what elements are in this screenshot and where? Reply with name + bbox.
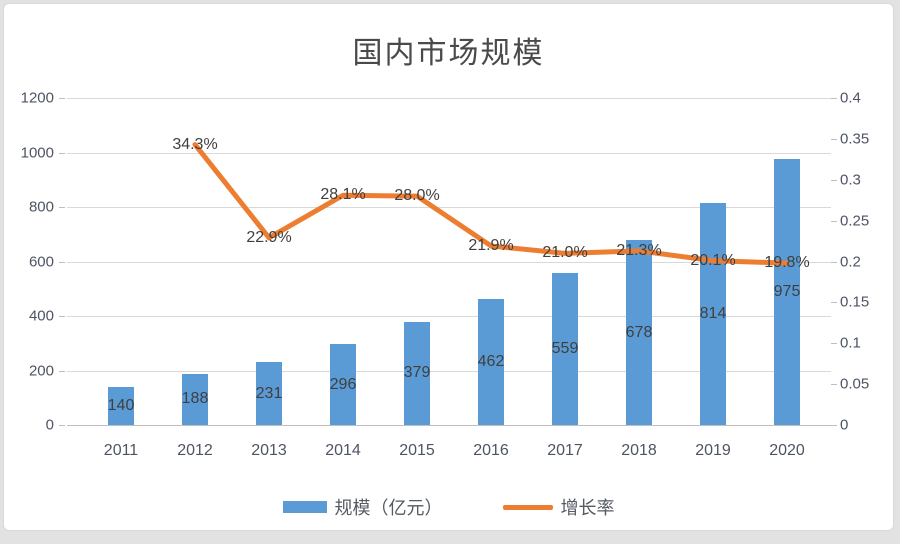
bar-value-label: 975 — [773, 283, 801, 301]
right-axis-tick — [831, 343, 837, 345]
left-axis-tick — [59, 370, 65, 372]
chart-legend: 规模（亿元） 增长率 — [4, 494, 893, 520]
line-value-label: 28.1% — [320, 186, 366, 204]
right-axis-tick-label: 0.15 — [840, 293, 870, 311]
x-axis-category-label: 2016 — [473, 442, 509, 459]
gridline — [67, 98, 831, 99]
right-axis-tick — [831, 179, 837, 181]
line-value-label: 20.1% — [690, 251, 736, 269]
plot-area: 1200 1000 800 600 400 200 0 0.4 0.35 0.3 0.25 0.2 0.… — [4, 4, 893, 530]
bar-value-label: 379 — [403, 364, 431, 382]
chart-card: 国内市场规模 1200 1000 800 600 400 200 0 0.4 0.35 0.3 0.… — [3, 3, 894, 531]
bar-value-label: 296 — [329, 375, 357, 393]
line-value-label: 22.9% — [246, 228, 292, 246]
right-axis-tick-label: 0.4 — [840, 89, 861, 107]
right-axis-tick-label: 0.2 — [840, 253, 861, 270]
chart-title: 国内市场规模 — [352, 37, 545, 70]
gridline — [67, 370, 831, 372]
line-value-label: 19.8% — [764, 254, 810, 272]
bar-value-label: 462 — [477, 353, 505, 371]
left-axis-tick — [59, 425, 65, 426]
x-axis-category-label: 2012 — [177, 442, 213, 459]
line-value-label: 21.3% — [616, 241, 662, 259]
left-axis-tick — [59, 316, 65, 317]
left-axis-tick-label: 200 — [28, 362, 54, 379]
bar — [552, 272, 578, 425]
left-axis-tick-label: 400 — [28, 307, 54, 325]
right-axis-tick — [831, 98, 837, 99]
gridline — [67, 207, 831, 208]
right-axis-tick — [831, 138, 837, 140]
line-value-label: 21.0% — [542, 244, 588, 262]
right-axis-tick-label: 0.3 — [840, 171, 861, 189]
right-axis-tick-label: 0.1 — [840, 334, 861, 352]
left-axis-tick-label: 600 — [28, 253, 54, 270]
line-value-label: 34.3% — [172, 135, 218, 153]
right-axis-tick — [831, 302, 837, 304]
bar — [108, 386, 134, 425]
bar — [478, 299, 504, 425]
left-axis-tick — [59, 261, 65, 263]
x-axis-category-label: 2017 — [547, 442, 583, 459]
line-series-swatch-icon — [502, 504, 553, 510]
right-axis-tick-label: 0 — [840, 416, 849, 434]
left-axis-tick-label: 1200 — [20, 89, 54, 107]
bar — [774, 159, 800, 425]
bar — [182, 373, 208, 425]
x-axis-category-label: 2011 — [103, 442, 139, 459]
gridline — [67, 425, 831, 426]
left-axis-tick-label: 0 — [45, 416, 54, 434]
bar — [256, 362, 282, 425]
legend-label-line-series: 增长率 — [560, 498, 615, 518]
left-axis-tick — [59, 98, 65, 99]
legend-label-bar-series: 规模（亿元） — [334, 498, 443, 518]
left-axis-tick — [59, 207, 65, 208]
line-value-label: 28.0% — [394, 187, 440, 205]
x-axis-category-label: 2019 — [695, 442, 731, 459]
x-axis-category-label: 2020 — [769, 442, 805, 459]
x-axis-category-label: 2018 — [621, 442, 657, 459]
right-axis-tick-label: 0.25 — [840, 212, 870, 230]
right-axis-tick — [831, 261, 837, 263]
bar-value-label: 814 — [699, 305, 727, 323]
left-axis-tick-label: 1000 — [20, 144, 54, 161]
x-axis-category-label: 2015 — [399, 442, 435, 459]
right-axis-tick-label: 0.05 — [840, 375, 870, 393]
x-axis-category-label: 2014 — [325, 442, 361, 459]
bar — [626, 240, 652, 425]
x-axis-category-label: 2013 — [251, 442, 287, 459]
gridline — [67, 152, 831, 154]
bar-value-label: 678 — [625, 323, 653, 341]
gridline — [67, 316, 831, 317]
bar — [330, 344, 356, 425]
bar-value-label: 231 — [255, 384, 283, 402]
right-axis-tick — [831, 220, 837, 222]
bar — [700, 203, 726, 425]
line-value-label: 21.9% — [468, 236, 514, 254]
bar-series-swatch-icon — [282, 501, 327, 513]
bar-value-label: 559 — [551, 339, 579, 357]
right-axis-tick — [831, 425, 837, 426]
growth-rate-line — [192, 142, 790, 266]
left-axis-tick — [59, 152, 65, 154]
bar-value-label: 140 — [107, 396, 135, 414]
bar — [404, 321, 430, 425]
bar-value-label: 188 — [181, 390, 209, 408]
left-axis-tick-label: 800 — [28, 198, 54, 216]
right-axis-tick — [831, 384, 837, 386]
right-axis-tick-label: 0.35 — [840, 130, 870, 148]
legend-item-line-series: 增长率 — [502, 494, 615, 520]
gridline — [67, 261, 831, 263]
legend-item-bar-series: 规模（亿元） — [282, 494, 443, 520]
